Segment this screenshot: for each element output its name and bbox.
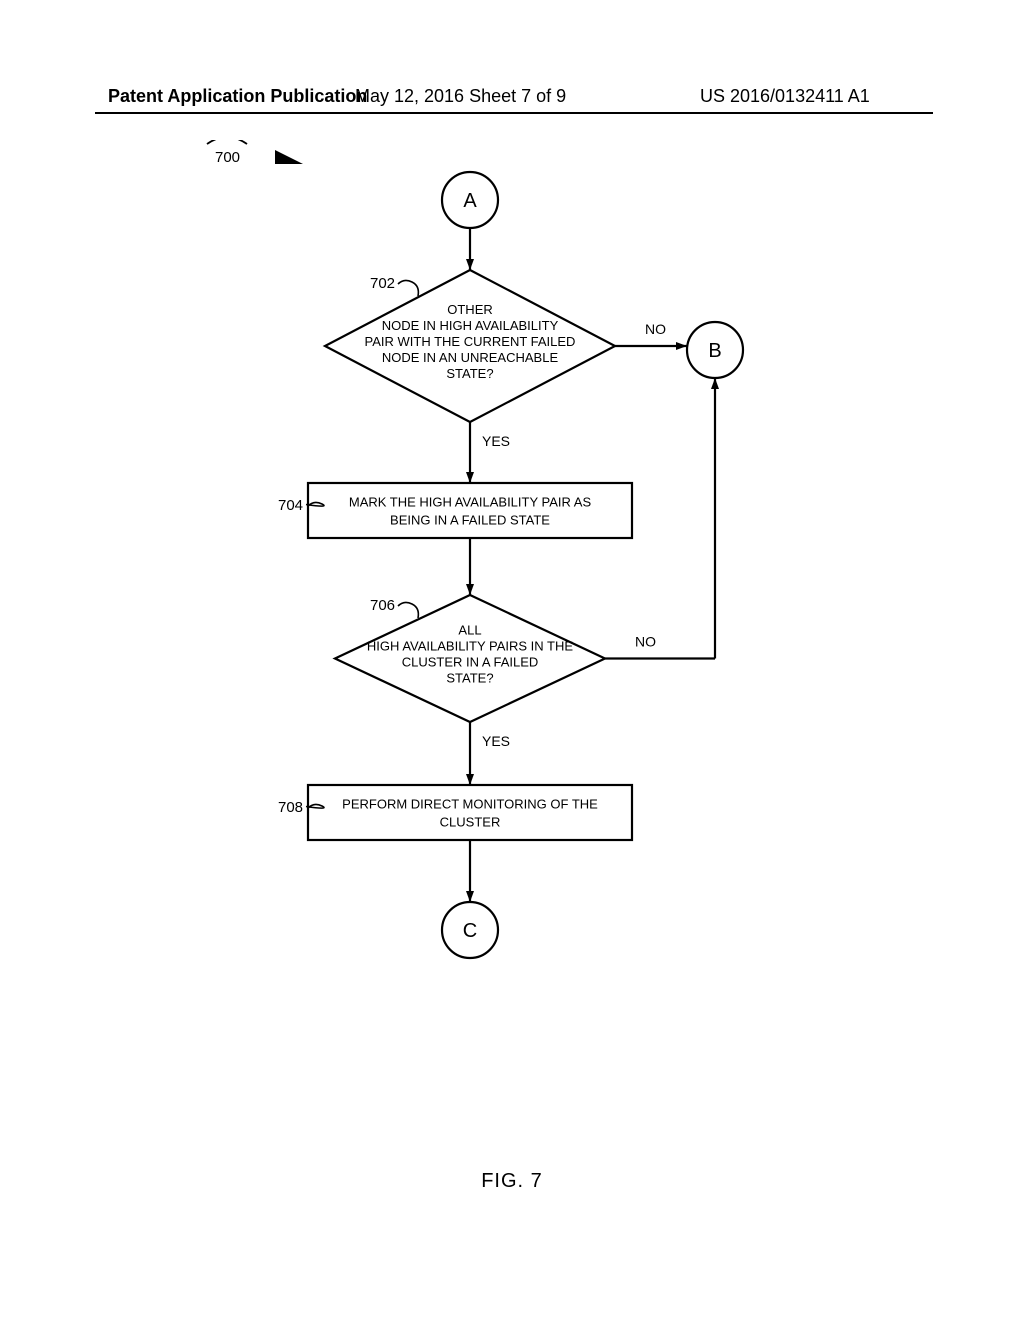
decision-702-l1: OTHER [447,302,493,317]
decision-706-l3: CLUSTER IN A FAILED [402,655,539,670]
process-708-l2: CLUSTER [440,815,501,830]
flowchart-svg: A OTHERNODE IN HIGH AVAILABILITYPAIR WITH… [0,140,1024,1000]
process-704-l1: MARK THE HIGH AVAILABILITY PAIR AS [349,495,592,510]
header-right: US 2016/0132411 A1 [700,86,870,107]
ref-702: 702 [370,275,395,292]
decision-706-l2: HIGH AVAILABILITY PAIRS IN THE [367,639,573,654]
figure-label: FIG. 7 [0,1170,1024,1193]
edge-702-yes: YES [482,433,510,449]
connector-b-label: B [708,340,721,362]
ref-708: 708 [278,799,303,816]
process-708 [308,785,632,840]
process-704-l2: BEING IN A FAILED STATE [390,513,550,528]
edge-706-no: NO [635,634,656,650]
header-middle: May 12, 2016 Sheet 7 of 9 [355,86,566,107]
decision-706-l1: ALL [458,623,481,638]
decision-706-l4: STATE? [446,671,493,686]
decision-702-l5: STATE? [446,366,493,381]
header-left: Patent Application Publication [108,86,367,107]
ref-700: 700 [215,149,240,166]
edge-702-no: NO [645,321,666,337]
page: Patent Application Publication May 12, 2… [0,0,1024,1320]
ref-704: 704 [278,497,303,514]
process-708-l1: PERFORM DIRECT MONITORING OF THE [342,797,598,812]
decision-702-l3: PAIR WITH THE CURRENT FAILED [365,334,576,349]
flowchart-container: A OTHERNODE IN HIGH AVAILABILITYPAIR WITH… [0,140,1024,1005]
connector-a-label: A [463,190,477,212]
connector-c-label: C [463,920,477,942]
decision-702-l4: NODE IN AN UNREACHABLE [382,350,559,365]
decision-702-l2: NODE IN HIGH AVAILABILITY [382,318,559,333]
header-rule [95,112,933,114]
edge-706-yes: YES [482,733,510,749]
ref-706: 706 [370,597,395,614]
process-704 [308,483,632,538]
